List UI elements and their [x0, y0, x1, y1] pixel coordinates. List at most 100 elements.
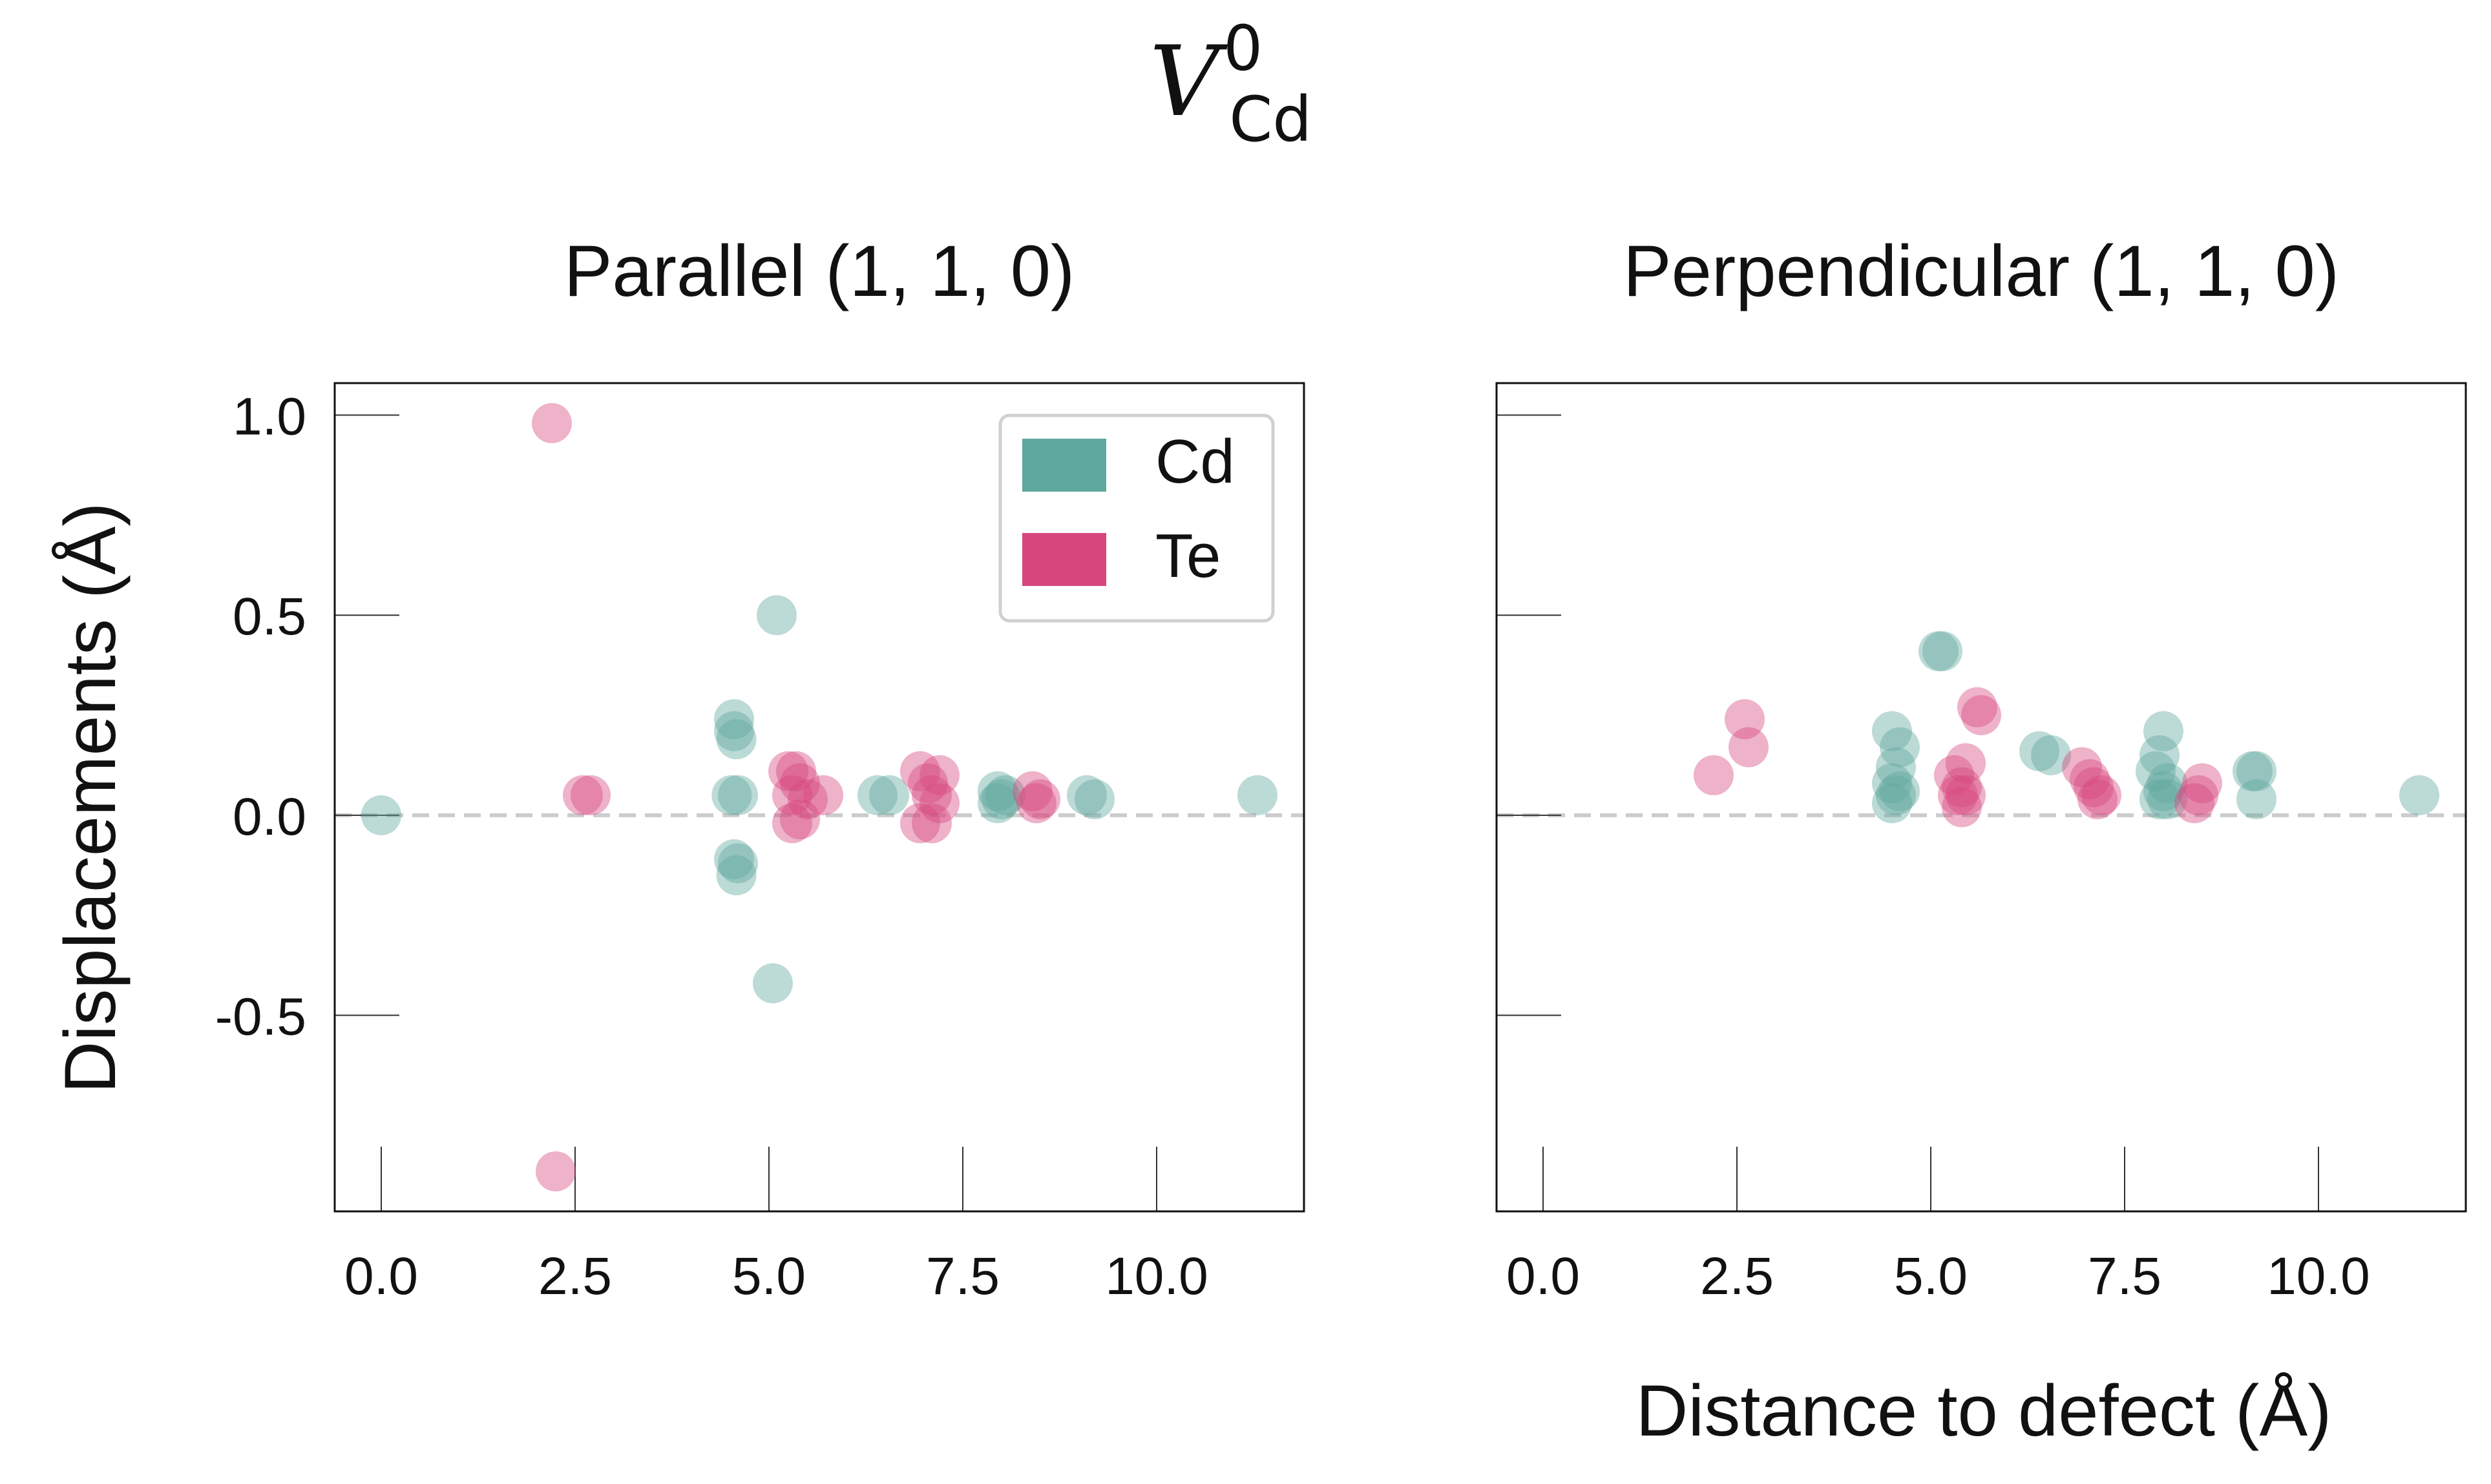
data-point-cd — [1872, 783, 1912, 824]
y-tick-label: 0.5 — [233, 587, 306, 646]
plot-frame — [1495, 382, 2467, 1213]
data-point-cd — [1872, 763, 1912, 804]
legend-swatch-cd — [1022, 439, 1106, 492]
data-point-te — [912, 775, 952, 815]
data-point-cd — [2139, 779, 2180, 820]
data-point-te — [2074, 767, 2114, 808]
data-point-cd — [711, 775, 752, 815]
panels-group: Parallel (1, 1, 0) 1.0 0.5 0.0 -0.5 0.0 2.5 5.0… — [215, 231, 2467, 1306]
panel-title: Parallel (1, 1, 0) — [564, 231, 1075, 311]
data-point-cd — [869, 775, 909, 815]
data-point-te — [1013, 771, 1053, 811]
data-point-te — [912, 803, 952, 844]
data-point-cd — [2031, 735, 2071, 775]
data-point-cd — [716, 855, 757, 895]
panel-2: Perpendicular (1, 1, 0) 0.0 2.5 5.0 7.5 10.0 — [1495, 231, 2467, 1306]
data-point-te — [772, 775, 812, 815]
data-point-cd — [714, 699, 754, 740]
data-point-cd — [2147, 779, 2187, 820]
data-point-te — [908, 763, 948, 804]
data-point-cd — [978, 783, 1018, 824]
x-tick-label: 10.0 — [2267, 1247, 2370, 1306]
data-point-cd — [361, 795, 401, 835]
data-point-cd — [1237, 775, 1277, 815]
data-point-te — [780, 799, 820, 840]
data-point-te — [1942, 787, 1982, 828]
data-point-te — [1934, 755, 1974, 795]
data-point-cd — [1918, 631, 1959, 671]
data-point-cd — [1922, 631, 1962, 671]
data-point-te — [1020, 779, 1060, 820]
y-axis-label: Displacements (Å) — [50, 503, 131, 1094]
data-point-cd — [982, 779, 1022, 820]
data-point-te — [1016, 783, 1056, 824]
data-point-cd — [2233, 751, 2273, 791]
legend-swatch-te — [1022, 533, 1106, 586]
data-point-te — [2081, 775, 2121, 815]
data-point-cd — [1876, 775, 1916, 815]
y-tick-label: 1.0 — [233, 388, 306, 446]
data-point-cd — [716, 719, 757, 760]
data-point-te — [803, 775, 843, 815]
data-point-cd — [2136, 751, 2176, 791]
data-point-te — [1725, 699, 1765, 740]
x-tick-label: 7.5 — [2088, 1247, 2161, 1306]
data-point-cd — [2236, 751, 2276, 791]
data-point-te — [776, 751, 816, 791]
data-point-te — [1694, 755, 1734, 795]
data-point-cd — [857, 775, 898, 815]
data-point-cd — [2139, 735, 2180, 775]
data-point-te — [920, 755, 960, 795]
y-tick-label: 0.0 — [233, 788, 306, 846]
data-point-cd — [978, 771, 1018, 811]
data-point-cd — [714, 839, 754, 879]
figure-title-main: V — [1149, 26, 1220, 138]
plot-frame — [333, 382, 1305, 1213]
data-point-te — [2077, 779, 2118, 820]
data-point-te — [772, 803, 812, 844]
x-tick-label: 2.5 — [1700, 1247, 1774, 1306]
data-point-te — [768, 751, 808, 791]
data-point-cd — [2399, 775, 2439, 815]
panel-title: Perpendicular (1, 1, 0) — [1623, 231, 2339, 311]
x-tick-label: 5.0 — [1894, 1247, 1968, 1306]
figure-title: V0Cd — [0, 12, 2491, 174]
data-point-cd — [1075, 779, 1115, 820]
figure-title-superscript: 0 — [1223, 12, 1263, 85]
data-point-cd — [757, 595, 797, 636]
data-point-te — [900, 751, 940, 791]
data-point-cd — [718, 843, 758, 884]
data-point-cd — [753, 963, 793, 1003]
data-point-cd — [1880, 771, 1920, 811]
data-point-te — [2174, 783, 2214, 824]
data-point-cd — [2143, 711, 2183, 751]
data-point-te — [2182, 763, 2222, 804]
data-point-cd — [1876, 747, 1916, 788]
data-point-cd — [985, 775, 1025, 815]
data-point-te — [1729, 727, 1769, 768]
data-point-cd — [2147, 763, 2187, 804]
data-point-te — [1961, 695, 2001, 736]
data-point-cd — [714, 711, 754, 751]
data-point-cd — [1067, 775, 1107, 815]
data-point-te — [1946, 775, 1986, 815]
data-point-cd — [2143, 771, 2183, 811]
x-tick-label: 7.5 — [926, 1247, 1000, 1306]
panel-1: Parallel (1, 1, 0) 1.0 0.5 0.0 -0.5 0.0 2.5 5.0… — [215, 231, 1305, 1306]
data-point-te — [2070, 759, 2110, 800]
y-tick-label: -0.5 — [215, 988, 306, 1047]
data-point-te — [1942, 767, 1982, 808]
figure-title-subscript: Cd — [1229, 83, 1312, 156]
data-point-te — [780, 763, 820, 804]
data-point-te — [571, 775, 611, 815]
x-tick-label: 2.5 — [538, 1247, 612, 1306]
data-point-cd — [718, 775, 758, 815]
x-axis-label: Distance to defect (Å) — [1636, 1370, 2332, 1451]
data-point-te — [2062, 747, 2102, 788]
data-point-cd — [2019, 731, 2059, 771]
data-point-te — [900, 803, 940, 844]
x-tick-label: 0.0 — [1506, 1247, 1580, 1306]
x-tick-label: 5.0 — [732, 1247, 806, 1306]
x-tick-label: 0.0 — [344, 1247, 418, 1306]
